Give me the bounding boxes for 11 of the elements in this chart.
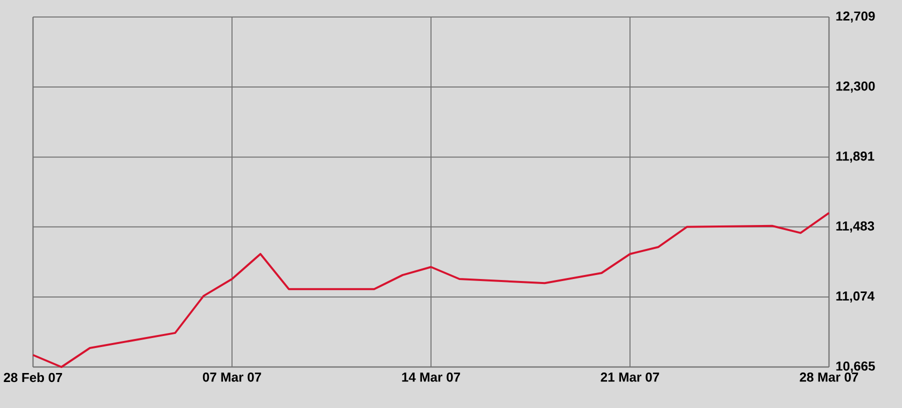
- y-tick-label: 10,665: [836, 361, 875, 373]
- x-tick-label: 28 Feb 07: [4, 372, 62, 382]
- x-tick-label: 21 Mar 07: [600, 372, 660, 382]
- x-tick-label: 14 Mar 07: [402, 372, 460, 382]
- x-tick-label: 07 Mar 07: [202, 372, 262, 382]
- y-tick-label: 11,074: [836, 291, 875, 303]
- y-tick-label: 12,300: [836, 81, 875, 93]
- x-tick-label: 28 Mar 07: [800, 372, 858, 382]
- y-tick-label: 11,483: [836, 221, 874, 232]
- y-tick-label: 12,709: [836, 11, 875, 23]
- y-tick-label: 11,891: [836, 152, 874, 163]
